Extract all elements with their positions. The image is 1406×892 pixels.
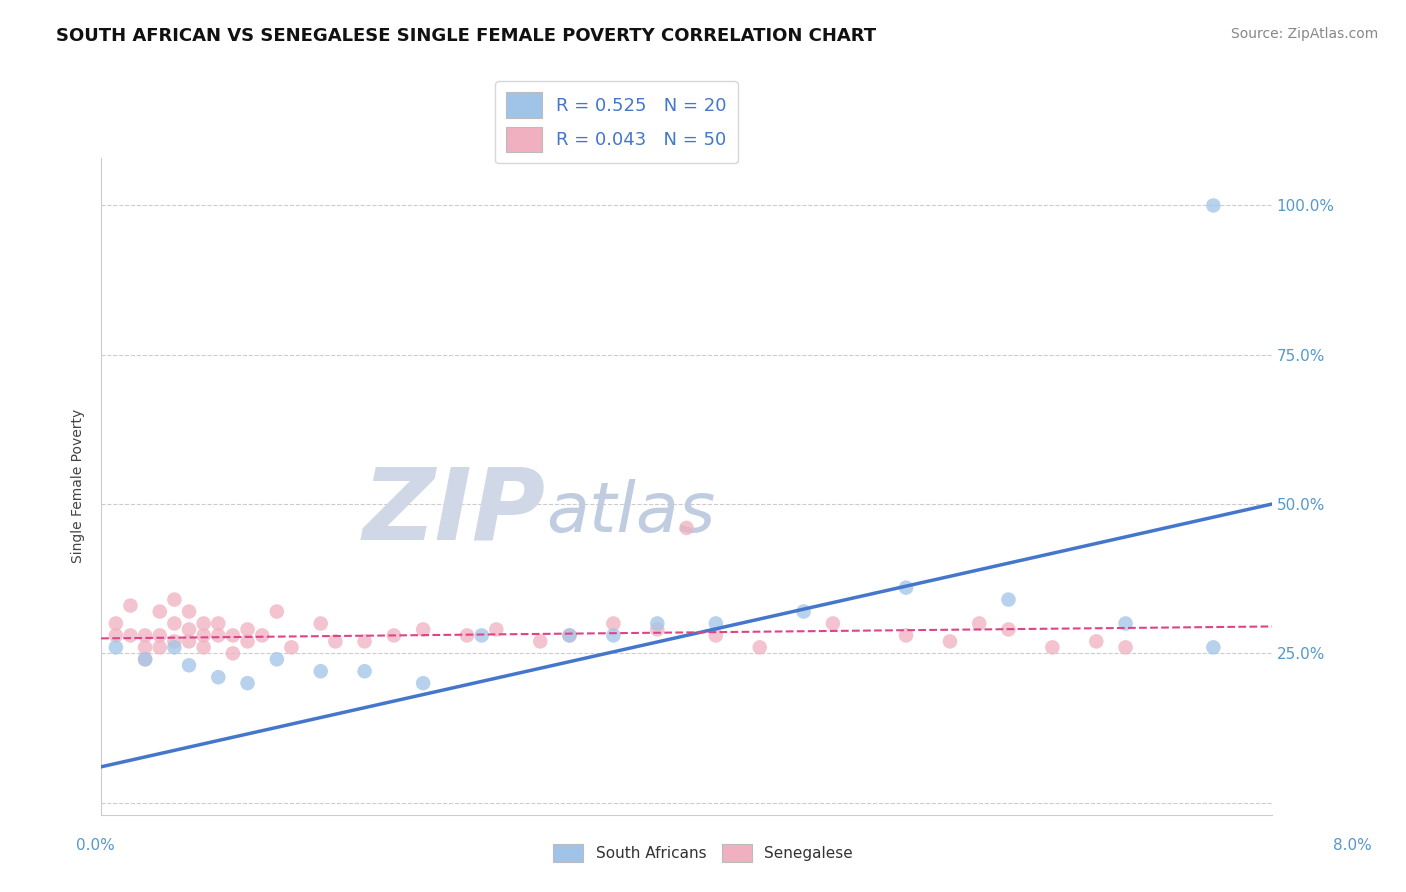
Point bbox=[193, 628, 215, 642]
Point bbox=[163, 634, 186, 648]
Point bbox=[104, 640, 127, 655]
Point bbox=[485, 623, 508, 637]
Point bbox=[149, 605, 172, 619]
Point bbox=[967, 616, 990, 631]
Point bbox=[412, 623, 434, 637]
Point bbox=[821, 616, 844, 631]
Point bbox=[412, 676, 434, 690]
Point bbox=[894, 628, 917, 642]
Point bbox=[675, 521, 697, 535]
Point bbox=[236, 634, 259, 648]
Point bbox=[193, 640, 215, 655]
Point bbox=[558, 628, 581, 642]
Text: Source: ZipAtlas.com: Source: ZipAtlas.com bbox=[1230, 27, 1378, 41]
Point bbox=[456, 628, 478, 642]
Point bbox=[163, 592, 186, 607]
Point bbox=[236, 676, 259, 690]
Point bbox=[602, 628, 624, 642]
Point bbox=[1085, 634, 1108, 648]
Point bbox=[177, 658, 200, 673]
Text: 0.0%: 0.0% bbox=[76, 838, 115, 853]
Text: ZIP: ZIP bbox=[363, 464, 546, 561]
Point bbox=[309, 665, 332, 679]
Point bbox=[250, 628, 273, 642]
Point bbox=[793, 605, 815, 619]
Point bbox=[602, 616, 624, 631]
Point bbox=[177, 634, 200, 648]
Y-axis label: Single Female Poverty: Single Female Poverty bbox=[72, 409, 86, 563]
Text: SOUTH AFRICAN VS SENEGALESE SINGLE FEMALE POVERTY CORRELATION CHART: SOUTH AFRICAN VS SENEGALESE SINGLE FEMAL… bbox=[56, 27, 876, 45]
Point bbox=[222, 628, 245, 642]
Point bbox=[134, 628, 156, 642]
Point bbox=[1042, 640, 1064, 655]
Point bbox=[134, 640, 156, 655]
Point bbox=[149, 628, 172, 642]
Point bbox=[120, 628, 142, 642]
Point bbox=[939, 634, 962, 648]
Point bbox=[894, 581, 917, 595]
Point bbox=[266, 605, 288, 619]
Point bbox=[104, 616, 127, 631]
Point bbox=[280, 640, 302, 655]
Point bbox=[177, 623, 200, 637]
Point bbox=[149, 640, 172, 655]
Point bbox=[382, 628, 405, 642]
Point bbox=[353, 634, 375, 648]
Legend: R = 0.525   N = 20, R = 0.043   N = 50: R = 0.525 N = 20, R = 0.043 N = 50 bbox=[495, 81, 738, 163]
Point bbox=[645, 623, 668, 637]
Point bbox=[207, 628, 229, 642]
Text: 8.0%: 8.0% bbox=[1333, 838, 1372, 853]
Point bbox=[558, 628, 581, 642]
Point bbox=[104, 628, 127, 642]
Point bbox=[309, 616, 332, 631]
Point bbox=[1115, 616, 1137, 631]
Point bbox=[207, 670, 229, 684]
Point bbox=[163, 616, 186, 631]
Point bbox=[997, 623, 1019, 637]
Point bbox=[529, 634, 551, 648]
Point bbox=[207, 616, 229, 631]
Point bbox=[134, 652, 156, 666]
Point bbox=[1202, 640, 1225, 655]
Point bbox=[1202, 198, 1225, 212]
Point bbox=[325, 634, 347, 648]
Point bbox=[704, 628, 727, 642]
Point bbox=[193, 616, 215, 631]
Legend: South Africans, Senegalese: South Africans, Senegalese bbox=[547, 838, 859, 868]
Point bbox=[471, 628, 494, 642]
Point bbox=[997, 592, 1019, 607]
Point bbox=[266, 652, 288, 666]
Point bbox=[177, 605, 200, 619]
Point bbox=[236, 623, 259, 637]
Point bbox=[353, 665, 375, 679]
Point bbox=[704, 616, 727, 631]
Point bbox=[134, 652, 156, 666]
Point bbox=[1115, 640, 1137, 655]
Text: atlas: atlas bbox=[546, 479, 716, 546]
Point bbox=[645, 616, 668, 631]
Point bbox=[120, 599, 142, 613]
Point bbox=[748, 640, 770, 655]
Point bbox=[222, 646, 245, 660]
Point bbox=[163, 640, 186, 655]
